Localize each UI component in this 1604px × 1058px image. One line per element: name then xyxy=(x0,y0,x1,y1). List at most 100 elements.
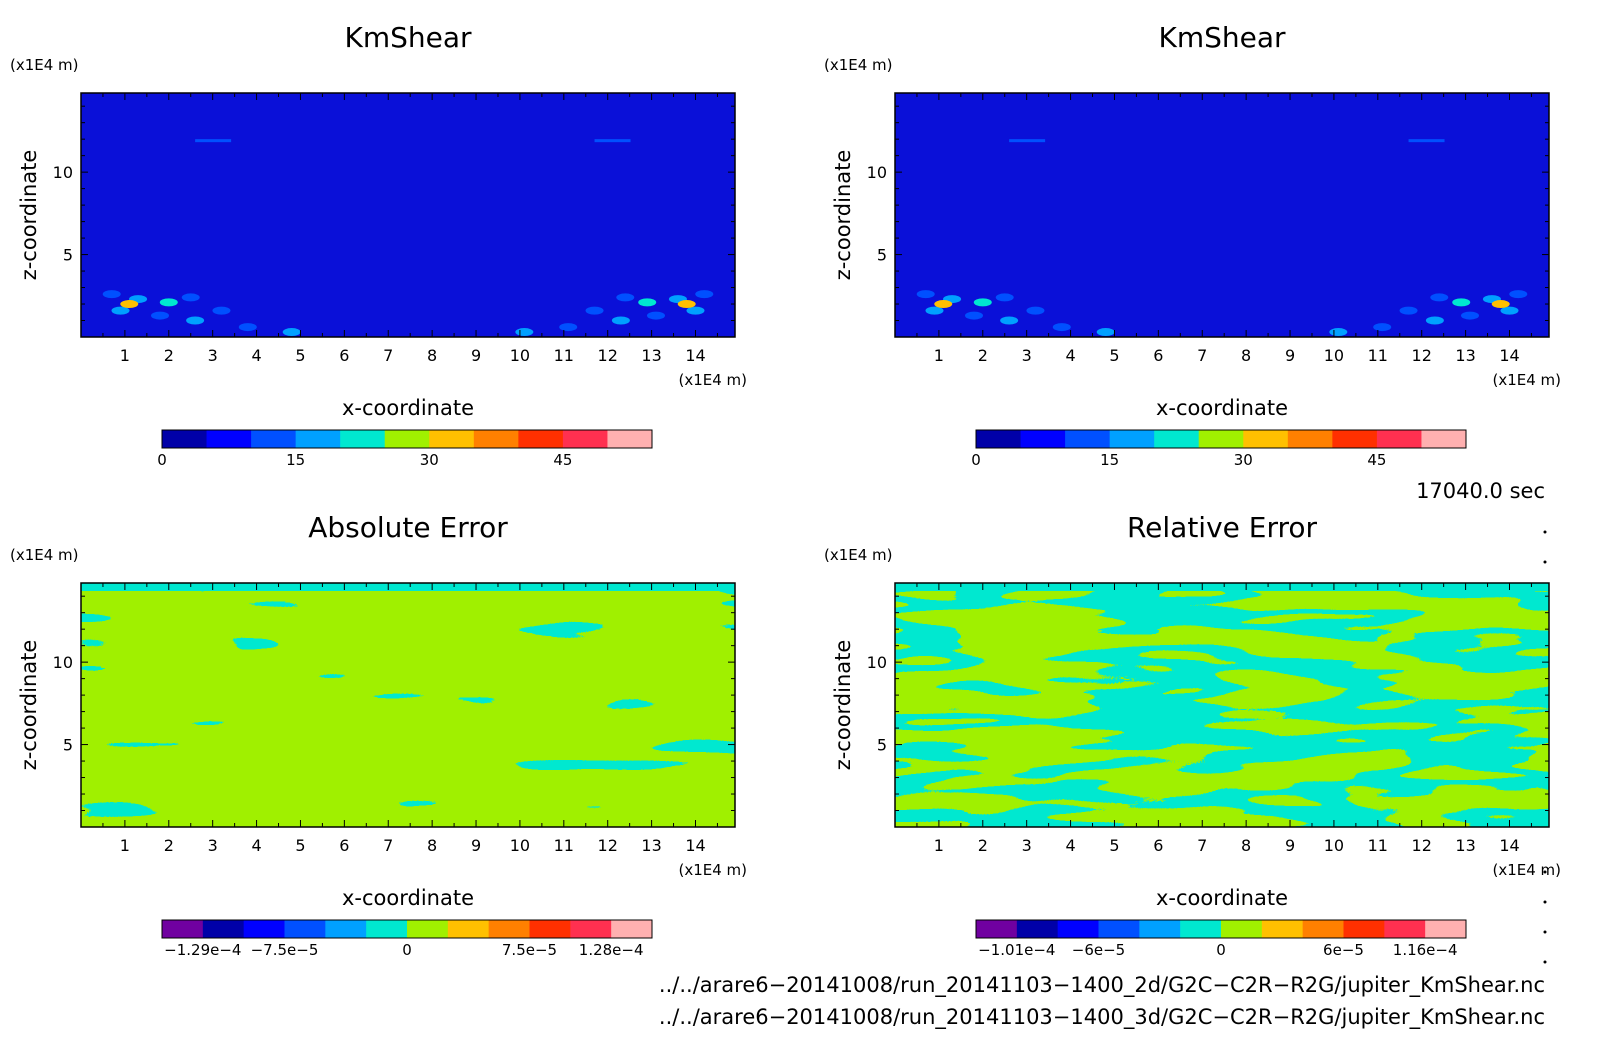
data-patch xyxy=(916,290,935,299)
footer-path-2: ../../arare6−20141008/run_20141103−1400_… xyxy=(659,1005,1545,1030)
data-patch xyxy=(1009,139,1046,143)
data-patch xyxy=(686,306,705,315)
colorbar-segment xyxy=(429,430,475,448)
y-axis-label: z-coordinate xyxy=(831,150,855,281)
x-tick-label: 5 xyxy=(295,836,305,855)
data-patch xyxy=(1491,300,1510,309)
data-patch xyxy=(646,311,665,320)
y-axis-label: z-coordinate xyxy=(17,640,41,771)
colorbar-segment xyxy=(1020,430,1066,448)
y-tick-label: 5 xyxy=(63,736,73,755)
colorbar-tick-label: 1.16e−4 xyxy=(1393,941,1458,959)
x-tick-label: 8 xyxy=(427,836,437,855)
colorbar-segment xyxy=(1016,920,1059,938)
x-unit-label: (x1E4 m) xyxy=(678,371,747,389)
x-tick-label: 5 xyxy=(295,346,305,365)
data-patch xyxy=(1399,306,1418,315)
data-patch xyxy=(282,328,301,337)
y-unit-label: (x1E4 m) xyxy=(10,546,79,564)
colorbar-tick-label: 0 xyxy=(1216,941,1226,959)
data-patch xyxy=(181,293,200,302)
data-patch xyxy=(925,306,944,315)
colorbar-segment xyxy=(1065,430,1111,448)
colorbar-segment xyxy=(325,920,367,938)
x-tick-label: 7 xyxy=(383,836,393,855)
x-tick-label: 11 xyxy=(1368,836,1388,855)
data-patch xyxy=(995,293,1014,302)
x-tick-label: 6 xyxy=(1153,836,1163,855)
data-patch xyxy=(594,139,631,143)
x-axis-label: x-coordinate xyxy=(342,886,474,910)
x-tick-label: 1 xyxy=(120,346,130,365)
x-tick-label: 10 xyxy=(1324,346,1344,365)
y-tick-label: 5 xyxy=(877,736,887,755)
y-tick-label: 10 xyxy=(53,163,73,182)
x-tick-label: 3 xyxy=(1022,346,1032,365)
data-patch xyxy=(1408,139,1445,143)
colorbar-tick-label: 0 xyxy=(402,941,412,959)
colorbar-segment xyxy=(488,920,530,938)
plot-frame xyxy=(894,582,1550,828)
y-unit-label: (x1E4 m) xyxy=(10,56,79,74)
colorbar-segment xyxy=(1139,920,1181,938)
x-tick-label: 4 xyxy=(251,346,261,365)
colorbar-tick-label: −7.5e−5 xyxy=(251,941,319,959)
y-tick-label: 10 xyxy=(867,653,887,672)
x-tick-label: 5 xyxy=(1109,836,1119,855)
colorbar-segment xyxy=(562,430,608,448)
x-axis-label: x-coordinate xyxy=(1156,886,1288,910)
x-tick-label: 4 xyxy=(251,836,261,855)
x-tick-label: 14 xyxy=(1499,836,1519,855)
colorbar-segment xyxy=(340,430,386,448)
colorbar-segment xyxy=(1287,430,1333,448)
data-patch xyxy=(677,300,696,309)
colorbar-tick-label: 0 xyxy=(971,451,981,469)
x-tick-label: 11 xyxy=(554,346,574,365)
chart-panel: KmShear(x1E4 m)1 2 3 4 5 6 7 8 9 10 11 12 13 14510(x1… xyxy=(824,21,1561,469)
colorbar-segment xyxy=(384,430,430,448)
data-patch xyxy=(1329,328,1348,337)
colorbar-segment xyxy=(518,430,564,448)
dot-mark xyxy=(1543,530,1547,534)
data-patch xyxy=(238,323,257,332)
colorbar-tick-label: 45 xyxy=(1367,451,1386,469)
data-patch xyxy=(102,290,121,299)
colorbar-segment xyxy=(243,920,285,938)
colorbar-segment xyxy=(251,430,297,448)
x-tick-label: 2 xyxy=(978,836,988,855)
colorbar-segment xyxy=(1332,430,1378,448)
x-tick-label: 2 xyxy=(164,836,174,855)
chart-panel: Relative Error(x1E4 m)1 2 3 4 5 6 7 8 9 10 11 12 13 1… xyxy=(824,511,1561,959)
dot-mark xyxy=(1543,870,1547,874)
x-tick-label: 8 xyxy=(1241,836,1251,855)
colorbar-segment xyxy=(1261,920,1304,938)
x-tick-label: 6 xyxy=(1153,346,1163,365)
x-tick-label: 10 xyxy=(1324,836,1344,855)
y-tick-label: 5 xyxy=(877,246,887,265)
colorbar-segment xyxy=(976,920,1018,938)
x-tick-label: 13 xyxy=(1455,346,1475,365)
plot-frame xyxy=(894,92,1550,338)
colorbar-segment xyxy=(1425,920,1467,938)
colorbar-segment xyxy=(366,920,408,938)
y-tick-label: 10 xyxy=(867,163,887,182)
data-patch xyxy=(1430,293,1449,302)
data-patch xyxy=(1425,316,1444,325)
colorbar-frame xyxy=(975,429,1467,449)
chart-title: KmShear xyxy=(344,21,472,54)
x-tick-label: 8 xyxy=(1241,346,1251,365)
x-tick-label: 6 xyxy=(339,346,349,365)
data-patch xyxy=(1000,316,1019,325)
data-patch xyxy=(1052,323,1071,332)
x-tick-label: 12 xyxy=(1412,346,1432,365)
data-patch xyxy=(585,306,604,315)
data-patch xyxy=(611,316,630,325)
colorbar-segment xyxy=(1421,430,1467,448)
dot-mark xyxy=(1543,900,1547,904)
colorbar-segment xyxy=(1343,920,1385,938)
x-tick-label: 10 xyxy=(510,346,530,365)
colorbar-segment xyxy=(1180,920,1222,938)
colorbar-segment xyxy=(447,920,490,938)
colorbar-segment xyxy=(295,430,341,448)
colorbar-segment xyxy=(1376,430,1422,448)
